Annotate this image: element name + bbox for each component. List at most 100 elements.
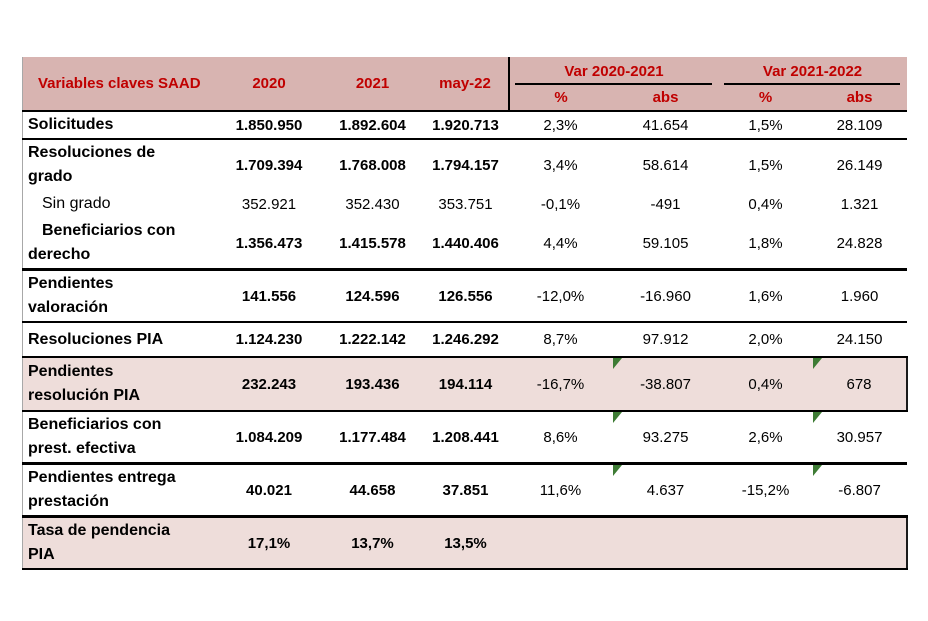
- cell-2021: 13,7%: [322, 516, 423, 570]
- cell-var1-abs: -491: [612, 190, 719, 218]
- row-label: Resoluciones PIA: [22, 322, 216, 358]
- error-indicator-triangle-icon: [612, 465, 622, 476]
- cell-var1-abs: 59.105: [612, 218, 719, 271]
- cell-var1-pct: 4,4%: [508, 218, 613, 271]
- cell-var2-pct: 2,0%: [718, 322, 813, 358]
- error-indicator-triangle-icon: [812, 412, 822, 423]
- cell-var1-pct: 3,4%: [508, 139, 613, 190]
- error-indicator-triangle-icon: [612, 358, 622, 369]
- cell-2021: 352.430: [322, 190, 423, 218]
- row-label: Sin grado: [22, 190, 216, 218]
- cell-var2-pct: 2,6%: [718, 411, 813, 465]
- table-row-beneficiarios-con-prest-efectiva: Beneficiarios con prest. efectiva 1.084.…: [22, 411, 907, 465]
- cell-var1-abs: [612, 516, 719, 570]
- row-label: Solicitudes: [22, 111, 216, 140]
- cell-2020: 352.921: [215, 190, 323, 218]
- cell-var2-abs: 1.321: [812, 190, 907, 218]
- cell-var1-abs: 93.275: [612, 411, 719, 465]
- cell-var2-abs: 678: [812, 357, 908, 412]
- cell-2020: 1.850.950: [215, 111, 323, 140]
- cell-value: 4.637: [646, 481, 685, 499]
- cell-2021: 44.658: [322, 463, 423, 518]
- cell-var2-pct: 1,5%: [718, 139, 813, 190]
- cell-var1-abs: 58.614: [612, 139, 719, 190]
- cell-2021: 124.596: [322, 269, 423, 323]
- table-header: Variables claves SAAD 2020 2021 may-22 V…: [22, 57, 907, 111]
- cell-var2-abs: 30.957: [812, 411, 907, 465]
- table-row-beneficiarios-con-derecho: Beneficiarios con derecho 1.356.473 1.41…: [22, 218, 907, 271]
- cell-var1-pct: 8,6%: [508, 411, 613, 465]
- cell-var2-pct: 1,6%: [718, 269, 813, 323]
- cell-var1-abs: 4.637: [612, 463, 719, 518]
- cell-may-22: 353.751: [422, 190, 509, 218]
- subcolumn-header-abs-1: abs: [612, 85, 719, 111]
- cell-value: -6.807: [838, 481, 881, 499]
- table-row-solicitudes: Solicitudes 1.850.950 1.892.604 1.920.71…: [22, 111, 907, 140]
- cell-var1-pct: -12,0%: [508, 269, 613, 323]
- cell-var2-abs: [812, 516, 908, 570]
- cell-var2-abs: 24.150: [812, 322, 907, 358]
- cell-2021: 1.415.578: [322, 218, 423, 271]
- cell-2020: 40.021: [215, 463, 323, 518]
- column-header-2020: 2020: [215, 57, 323, 111]
- cell-may-22: 1.208.441: [422, 411, 509, 465]
- cell-2021: 1.768.008: [322, 139, 423, 190]
- cell-var2-pct: 0,4%: [718, 357, 813, 412]
- error-indicator-triangle-icon: [812, 358, 822, 369]
- error-indicator-triangle-icon: [612, 412, 622, 423]
- cell-2020: 232.243: [215, 357, 323, 412]
- table-row-pendientes-valoracion: Pendientes valoración 141.556 124.596 12…: [22, 269, 907, 323]
- cell-var1-abs: -16.960: [612, 269, 719, 323]
- cell-2021: 1.222.142: [322, 322, 423, 358]
- table-row-resoluciones-de-grado: Resoluciones de grado 1.709.394 1.768.00…: [22, 139, 907, 190]
- subcolumn-header-pct-2: %: [718, 85, 813, 111]
- cell-2020: 1.124.230: [215, 322, 323, 358]
- cell-var1-pct: [508, 516, 613, 570]
- column-group-var-2021-2022: Var 2021-2022: [718, 57, 907, 85]
- cell-2020: 1.356.473: [215, 218, 323, 271]
- cell-var2-pct: [718, 516, 813, 570]
- cell-may-22: 1.920.713: [422, 111, 509, 140]
- cell-var1-abs: -38.807: [612, 357, 719, 412]
- cell-may-22: 1.440.406: [422, 218, 509, 271]
- column-header-2021: 2021: [322, 57, 423, 111]
- cell-var1-pct: 8,7%: [508, 322, 613, 358]
- cell-may-22: 1.794.157: [422, 139, 509, 190]
- row-label: Resoluciones de grado: [22, 139, 216, 190]
- row-label: Pendientes entrega prestación: [22, 463, 216, 518]
- cell-var1-pct: 11,6%: [508, 463, 613, 518]
- row-label: Pendientes resolución PIA: [22, 357, 216, 412]
- table-row-sin-grado: Sin grado 352.921 352.430 353.751 -0,1% …: [22, 190, 907, 218]
- column-header-may-22: may-22: [422, 57, 509, 111]
- table-row-resoluciones-pia: Resoluciones PIA 1.124.230 1.222.142 1.2…: [22, 322, 907, 358]
- subcolumn-header-pct-1: %: [507, 85, 613, 111]
- row-label: Tasa de pendencia PIA: [22, 516, 216, 570]
- table-body: Solicitudes 1.850.950 1.892.604 1.920.71…: [22, 111, 908, 570]
- column-group-var-2020-2021: Var 2020-2021: [507, 57, 719, 85]
- cell-2020: 141.556: [215, 269, 323, 323]
- subcolumn-header-abs-2: abs: [812, 85, 907, 111]
- column-header-variables: Variables claves SAAD: [22, 57, 216, 111]
- cell-var1-abs: 41.654: [612, 111, 719, 140]
- saad-key-variables-table: Variables claves SAAD 2020 2021 may-22 V…: [22, 57, 908, 570]
- cell-var1-abs: 97.912: [612, 322, 719, 358]
- cell-var2-abs: 28.109: [812, 111, 907, 140]
- cell-2021: 193.436: [322, 357, 423, 412]
- cell-value: 30.957: [836, 428, 883, 446]
- cell-may-22: 37.851: [422, 463, 509, 518]
- cell-var2-pct: 1,8%: [718, 218, 813, 271]
- cell-value: 93.275: [642, 428, 689, 446]
- row-label: Pendientes valoración: [22, 269, 216, 323]
- cell-may-22: 126.556: [422, 269, 509, 323]
- row-label: Beneficiarios con derecho: [22, 218, 216, 271]
- cell-may-22: 194.114: [422, 357, 509, 412]
- cell-var1-pct: -16,7%: [508, 357, 613, 412]
- cell-var1-pct: 2,3%: [508, 111, 613, 140]
- cell-var1-pct: -0,1%: [508, 190, 613, 218]
- header-row-subcolumns: % abs % abs: [22, 85, 907, 111]
- table-row-pendientes-entrega-prestacion: Pendientes entrega prestación 40.021 44.…: [22, 463, 907, 518]
- cell-var2-abs: 24.828: [812, 218, 907, 271]
- row-label: Beneficiarios con prest. efectiva: [22, 411, 216, 465]
- cell-value: -38.807: [640, 375, 691, 393]
